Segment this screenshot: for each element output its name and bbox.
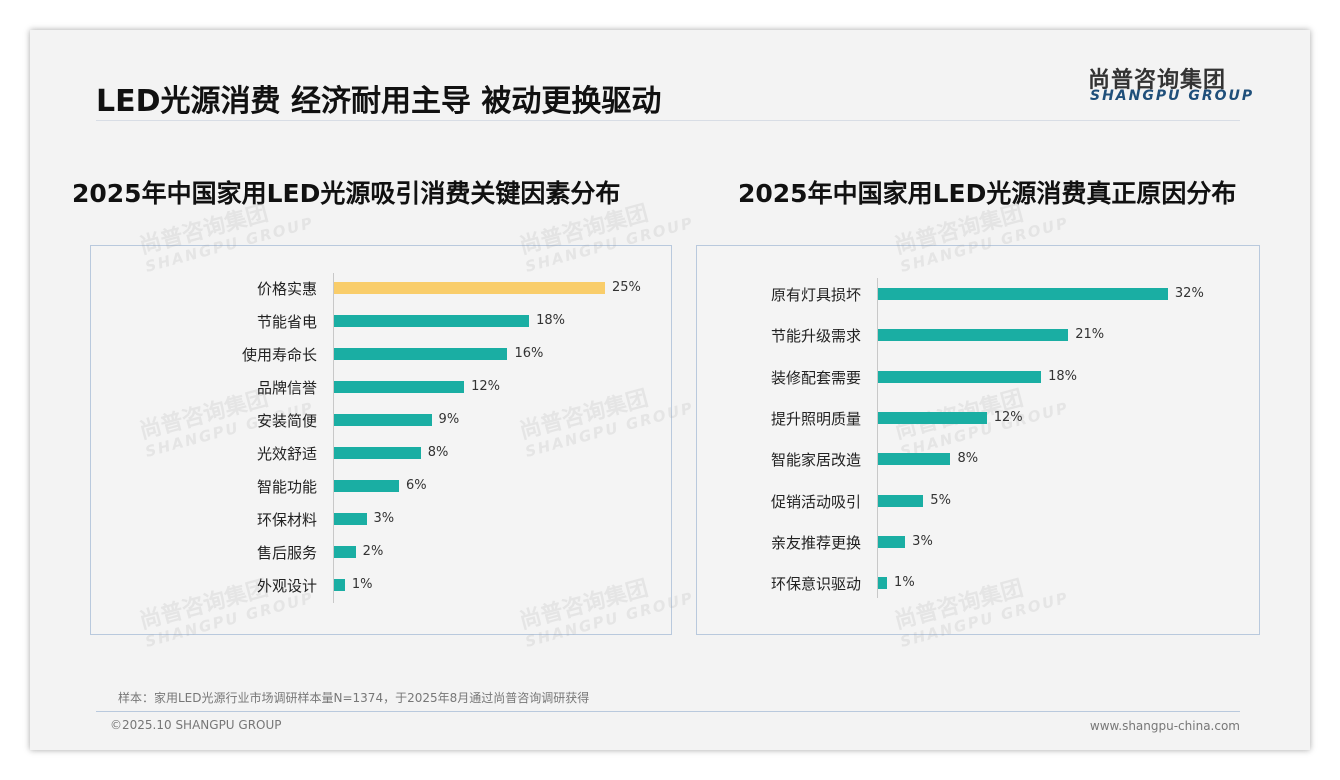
chart-title-left: 2025年中国家用LED光源吸引消费关键因素分布 bbox=[72, 179, 621, 208]
logo-en: SHANGPU GROUP bbox=[1090, 88, 1255, 104]
category-label: 提升照明质量 bbox=[770, 409, 861, 428]
bar bbox=[878, 288, 1168, 300]
category-label: 光效舒适 bbox=[256, 445, 317, 463]
data-label: 25% bbox=[612, 280, 641, 295]
data-label: 3% bbox=[912, 533, 933, 549]
data-label: 12% bbox=[993, 409, 1023, 425]
copyright: ©2025.10 SHANGPU GROUP bbox=[110, 718, 282, 732]
data-label: 9% bbox=[438, 412, 460, 427]
bar bbox=[878, 453, 951, 466]
category-label: 原有灯具损坏 bbox=[770, 286, 861, 304]
bar bbox=[334, 480, 400, 492]
bar bbox=[878, 494, 924, 507]
category-label: 智能功能 bbox=[256, 478, 317, 496]
bar bbox=[334, 579, 345, 591]
bar bbox=[334, 348, 508, 360]
bar bbox=[334, 315, 530, 327]
data-label: 16% bbox=[514, 346, 544, 361]
category-label: 促销活动吸引 bbox=[770, 492, 861, 511]
category-label: 安装简便 bbox=[256, 412, 317, 430]
axis-line bbox=[333, 273, 334, 603]
data-label: 1% bbox=[351, 577, 373, 592]
chart-left-box bbox=[90, 245, 672, 635]
category-label: 品牌信誉 bbox=[256, 379, 317, 397]
sample-note: 样本：家用LED光源行业市场调研样本量N=1374，于2025年8月通过尚普咨询… bbox=[118, 691, 590, 705]
page-title: LED光源消费 经济耐用主导 被动更换驱动 bbox=[96, 84, 662, 119]
data-label: 21% bbox=[1075, 327, 1105, 343]
bar bbox=[878, 577, 888, 590]
bar bbox=[334, 546, 356, 558]
category-label: 环保意识驱动 bbox=[770, 575, 861, 594]
category-label: 环保材料 bbox=[256, 511, 317, 529]
data-label: 3% bbox=[373, 511, 395, 526]
bar bbox=[334, 381, 465, 393]
website-link[interactable]: www.shangpu-china.com bbox=[1089, 719, 1240, 733]
data-label: 32% bbox=[1174, 286, 1204, 301]
bar bbox=[334, 414, 432, 426]
data-label: 6% bbox=[406, 478, 427, 493]
category-label: 使用寿命长 bbox=[241, 346, 317, 364]
logo-cn: 尚普咨询集团 bbox=[1088, 68, 1227, 93]
bar bbox=[334, 513, 367, 525]
data-label: 2% bbox=[362, 544, 384, 559]
data-label: 18% bbox=[536, 313, 566, 328]
data-label: 8% bbox=[957, 451, 979, 467]
data-label: 12% bbox=[471, 379, 500, 394]
category-label: 节能省电 bbox=[256, 313, 317, 331]
category-label: 售后服务 bbox=[256, 544, 317, 562]
chart-right-box bbox=[696, 245, 1260, 635]
bar bbox=[878, 411, 987, 424]
data-label: 8% bbox=[427, 445, 449, 460]
data-label: 1% bbox=[894, 575, 915, 591]
category-label: 智能家居改造 bbox=[770, 451, 861, 470]
bar bbox=[334, 447, 421, 459]
category-label: 外观设计 bbox=[256, 577, 317, 595]
bar bbox=[334, 282, 605, 294]
category-label: 价格实惠 bbox=[256, 280, 317, 298]
bar bbox=[878, 329, 1069, 342]
bar bbox=[878, 370, 1042, 383]
data-label: 5% bbox=[930, 492, 951, 508]
bar bbox=[878, 535, 906, 548]
category-label: 亲友推荐更换 bbox=[770, 533, 861, 552]
header-divider bbox=[96, 120, 1240, 121]
category-label: 节能升级需求 bbox=[770, 327, 861, 346]
chart-title-right: 2025年中国家用LED光源消费真正原因分布 bbox=[738, 179, 1237, 208]
data-label: 18% bbox=[1048, 368, 1077, 384]
axis-line bbox=[877, 278, 878, 598]
category-label: 装修配套需要 bbox=[770, 368, 861, 387]
footer-divider bbox=[96, 711, 1240, 712]
